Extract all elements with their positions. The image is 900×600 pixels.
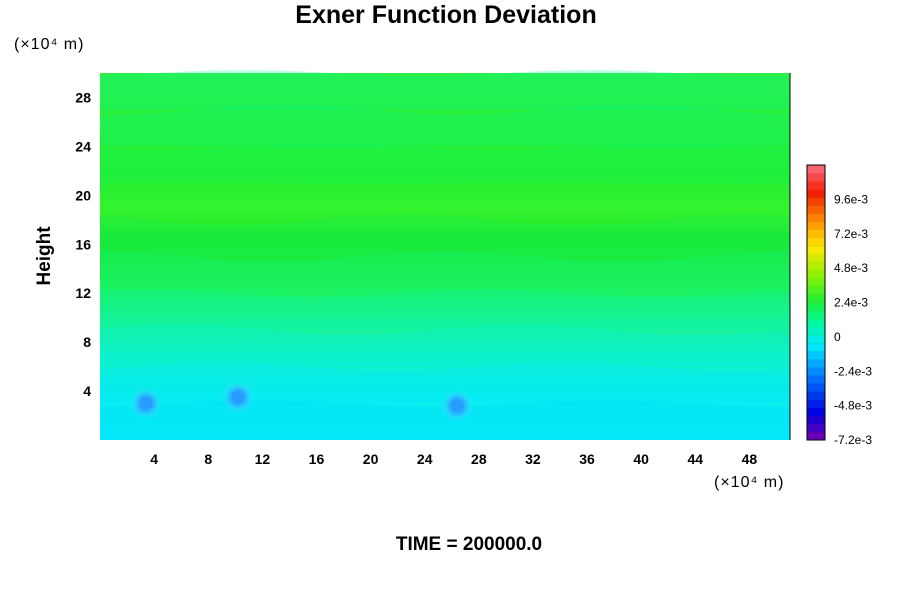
heatmap-field	[100, 73, 790, 440]
x-tick-label: 12	[255, 451, 271, 467]
x-unit-label: (×10⁴ m)	[714, 474, 784, 491]
minimum-core	[140, 397, 152, 410]
field-band	[100, 324, 790, 367]
colorbar: 9.6e-3 7.2e-3 4.8e-3 2.4e-3 0 -2.4e-3 -4.8e-3 -…	[806, 164, 872, 447]
colorbar-tick-label: -2.4e-3	[834, 364, 872, 378]
field-band	[100, 70, 790, 110]
colorbar-segment	[807, 262, 825, 271]
colorbar-segment	[807, 342, 825, 352]
colorbar-segment	[807, 173, 825, 182]
colorbar-segment	[807, 334, 825, 344]
colorbar-segment	[807, 431, 825, 441]
colorbar-tick-label: 4.8e-3	[834, 261, 868, 275]
field-band	[100, 362, 790, 404]
x-tick-label: 40	[633, 451, 649, 467]
field-band	[100, 290, 790, 330]
colorbar-tick-label: 2.4e-3	[834, 296, 868, 310]
colorbar-segment	[807, 270, 825, 279]
field-band	[100, 252, 790, 294]
time-label: TIME = 200000.0	[396, 534, 542, 555]
colorbar-segment	[807, 286, 825, 295]
colorbar-segment	[807, 245, 825, 255]
y-tick-label: 12	[75, 285, 91, 301]
colorbar-border	[806, 164, 826, 441]
minimum-core	[232, 391, 244, 404]
field-band	[100, 104, 790, 147]
colorbar-segment	[807, 423, 825, 433]
colorbar-segment	[807, 399, 825, 408]
y-tick-label: 24	[75, 138, 91, 154]
colorbar-segment	[807, 318, 825, 328]
x-tick-label: 32	[525, 451, 541, 467]
x-tick-label: 44	[688, 451, 704, 467]
colorbar-tick-label: 0	[834, 330, 841, 344]
x-tick-label: 20	[363, 451, 379, 467]
field-band	[100, 142, 790, 184]
colorbar-segment	[807, 407, 825, 417]
y-axis-ticks: 4 8 12 16 20 24 28	[75, 89, 91, 399]
colorbar-segment	[807, 213, 825, 222]
colorbar-segment	[807, 205, 825, 214]
y-tick-label: 4	[83, 383, 91, 399]
colorbar-tick-label: 7.2e-3	[834, 227, 868, 241]
x-tick-label: 4	[150, 451, 158, 467]
colorbar-segment	[807, 359, 825, 368]
field-band	[100, 214, 790, 257]
field-band	[100, 180, 790, 220]
x-tick-label: 48	[742, 451, 758, 467]
x-tick-label: 36	[579, 451, 595, 467]
colorbar-segment	[807, 367, 825, 376]
colorbar-segment	[807, 294, 825, 303]
y-tick-label: 8	[83, 334, 91, 350]
colorbar-segment	[807, 375, 825, 384]
y-tick-label: 20	[75, 187, 91, 203]
x-tick-label: 24	[417, 451, 433, 467]
y-axis-label: Height	[34, 226, 55, 286]
colorbar-segment	[807, 189, 825, 198]
colorbar-tick-label: -4.8e-3	[834, 399, 872, 413]
colorbar-segment	[807, 351, 825, 360]
colorbar-segment	[807, 391, 825, 400]
colorbar-tick-label: -7.2e-3	[834, 433, 872, 447]
colorbar-segment	[807, 237, 825, 247]
colorbar-segment	[807, 326, 825, 336]
colorbar-segment	[807, 229, 825, 239]
plot-area	[100, 70, 791, 440]
colorbar-segment	[807, 415, 825, 425]
y-tick-label: 16	[75, 236, 91, 252]
colorbar-segment	[807, 278, 825, 287]
colorbar-segment	[807, 310, 825, 319]
chart-title: Exner Function Deviation	[295, 1, 596, 29]
x-axis-ticks: 4 8 12 16 20 24 28 32 36 40 44 48	[150, 451, 757, 467]
colorbar-segment	[807, 302, 825, 311]
colorbar-segment	[807, 181, 825, 190]
minimum-core	[451, 399, 464, 412]
colorbar-segment	[807, 165, 825, 174]
x-tick-label: 28	[471, 451, 487, 467]
colorbar-segment	[807, 197, 825, 206]
field-band	[100, 400, 790, 440]
y-tick-label: 28	[75, 89, 91, 105]
x-tick-label: 16	[309, 451, 325, 467]
colorbar-segment	[807, 383, 825, 392]
x-tick-label: 8	[204, 451, 212, 467]
colorbar-segment	[807, 253, 825, 263]
colorbar-segment	[807, 221, 825, 231]
y-unit-label: (×10⁴ m)	[14, 36, 84, 53]
colorbar-tick-label: 9.6e-3	[834, 192, 868, 206]
